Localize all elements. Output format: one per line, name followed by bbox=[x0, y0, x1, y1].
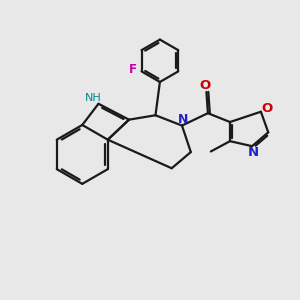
Text: F: F bbox=[129, 63, 137, 76]
Text: NH: NH bbox=[85, 94, 101, 103]
Text: N: N bbox=[177, 112, 188, 126]
Text: N: N bbox=[248, 146, 259, 159]
Text: O: O bbox=[199, 79, 211, 92]
Text: O: O bbox=[262, 102, 273, 115]
